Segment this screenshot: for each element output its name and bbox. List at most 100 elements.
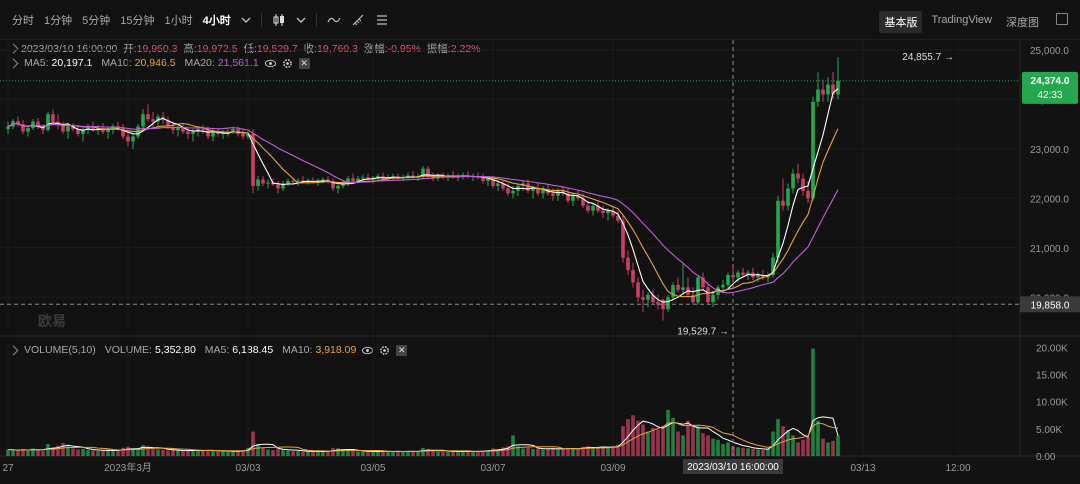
volume-bar bbox=[221, 451, 225, 456]
indicator-icon[interactable] bbox=[375, 13, 389, 27]
candle-body bbox=[721, 284, 725, 288]
close-icon[interactable]: ✕ bbox=[396, 344, 408, 356]
candle-body bbox=[186, 131, 190, 134]
price-tick-label: 23,000.0 bbox=[1030, 145, 1069, 156]
volume-bar bbox=[711, 438, 715, 456]
gear-icon[interactable] bbox=[282, 58, 293, 69]
volume-bar bbox=[596, 447, 600, 456]
volume-bar bbox=[756, 449, 760, 456]
timeframe-4[interactable]: 15分钟 bbox=[120, 14, 155, 27]
candle-body bbox=[576, 195, 580, 199]
candlestick-icon[interactable] bbox=[272, 13, 286, 27]
volume-bar bbox=[676, 431, 680, 456]
candle-body bbox=[666, 297, 670, 310]
volume-bar bbox=[836, 435, 840, 456]
volume-bar bbox=[586, 446, 590, 456]
candle-body bbox=[231, 129, 235, 132]
volume-bar bbox=[391, 451, 395, 456]
volume-bar bbox=[196, 450, 200, 456]
ma10-value: 20,946.5 bbox=[134, 57, 176, 69]
timeframe-1[interactable]: 分时 bbox=[12, 14, 34, 27]
candle-body bbox=[681, 287, 685, 290]
volume-bar bbox=[91, 450, 95, 456]
candle-body bbox=[641, 297, 645, 300]
volume-bar bbox=[271, 450, 275, 456]
low-label: 低: bbox=[243, 43, 257, 55]
volume-bar bbox=[816, 420, 820, 456]
candle-body bbox=[356, 178, 360, 181]
chevron-down-icon[interactable] bbox=[241, 15, 251, 25]
candle-body bbox=[596, 205, 600, 211]
volume-bar bbox=[571, 448, 575, 456]
watermark-logo: 欧易 bbox=[38, 313, 66, 329]
volume-bar bbox=[416, 451, 420, 456]
timeframe-3[interactable]: 5分钟 bbox=[82, 14, 111, 27]
fullscreen-icon[interactable] bbox=[1056, 13, 1068, 25]
high-label: 高: bbox=[183, 43, 197, 55]
volume-legend: VOLUME(5,10) VOLUME:5,352.80 MA5:6,188.4… bbox=[8, 344, 408, 356]
chart-overlay: 19,858.0 2023/03/10 16:00:00 24,374.0 42:33… bbox=[0, 40, 1080, 474]
candle-body bbox=[76, 129, 80, 134]
candle-body bbox=[431, 176, 435, 179]
volume-bar bbox=[231, 451, 235, 456]
candle-body bbox=[506, 188, 510, 194]
volume-tick-label: 5.00K bbox=[1036, 425, 1062, 436]
change-value: -0.95% bbox=[387, 43, 421, 55]
candle-body bbox=[81, 130, 85, 134]
volume-bar bbox=[141, 445, 145, 456]
candle-body bbox=[256, 179, 260, 186]
volume-ma10-label: MA10: bbox=[282, 344, 313, 356]
volume-bar bbox=[356, 451, 360, 456]
volume-bar bbox=[471, 451, 475, 456]
volume-bar bbox=[206, 450, 210, 456]
time-tick-label: 03/07 bbox=[480, 463, 505, 474]
volume-bar bbox=[186, 450, 190, 456]
candle-body bbox=[176, 128, 180, 131]
volume-bar bbox=[636, 420, 640, 456]
line-tool-icon[interactable] bbox=[327, 13, 341, 27]
candle-body bbox=[166, 120, 170, 127]
volume-bar bbox=[821, 438, 825, 456]
volume-bar bbox=[516, 446, 520, 456]
candle-body bbox=[726, 275, 730, 285]
volume-bar bbox=[461, 451, 465, 456]
timeframe-6[interactable]: 4小时 bbox=[202, 14, 231, 27]
volume-tick-label: 20.00K bbox=[1036, 343, 1068, 354]
candle-body bbox=[621, 220, 625, 258]
volume-bar bbox=[236, 450, 240, 456]
ruler-icon[interactable] bbox=[351, 13, 365, 27]
close-value: 19,760.3 bbox=[317, 43, 358, 55]
gear-icon[interactable] bbox=[379, 345, 390, 356]
time-tick-label: 2023年3月 bbox=[104, 461, 152, 474]
candle-body bbox=[811, 101, 815, 199]
volume-bar bbox=[341, 449, 345, 456]
crosshair-time-box bbox=[683, 459, 783, 474]
volume-bar bbox=[336, 448, 340, 456]
volume-bar bbox=[51, 447, 55, 456]
timeframe-5[interactable]: 1小时 bbox=[164, 14, 193, 27]
timeframe-2[interactable]: 1分钟 bbox=[44, 14, 73, 27]
candle-body bbox=[36, 121, 40, 128]
volume-bar bbox=[576, 448, 580, 456]
candle-body bbox=[531, 188, 535, 191]
candle-body bbox=[361, 177, 365, 179]
candle-body bbox=[41, 127, 45, 131]
volume-bar bbox=[56, 445, 60, 456]
eye-icon[interactable] bbox=[264, 58, 276, 69]
close-icon[interactable]: ✕ bbox=[298, 57, 310, 69]
volume-bar bbox=[736, 447, 740, 456]
candle-body bbox=[731, 275, 735, 278]
time-tick-label: 03/05 bbox=[360, 463, 385, 474]
view-depth-tab[interactable]: 深度图 bbox=[1006, 17, 1039, 29]
volume-bar bbox=[801, 439, 805, 456]
candle-body bbox=[551, 193, 555, 196]
close-label: 收: bbox=[303, 43, 318, 55]
volume-bar bbox=[581, 446, 585, 456]
candle-body bbox=[281, 183, 285, 189]
view-tradingview-tab[interactable]: TradingView bbox=[931, 14, 992, 26]
volume-bar bbox=[296, 451, 300, 456]
view-basic-tab[interactable]: 基本版 bbox=[879, 11, 923, 33]
candle-body bbox=[646, 294, 650, 300]
chevron-down-icon[interactable] bbox=[296, 15, 306, 25]
